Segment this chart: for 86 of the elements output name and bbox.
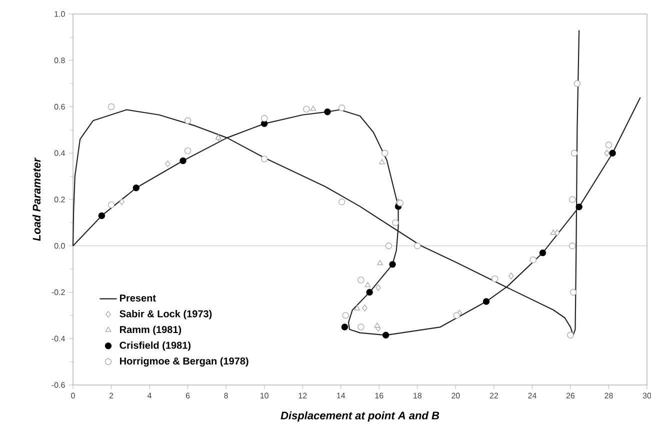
y-tick-label: 0.8 <box>54 58 65 64</box>
point <box>569 196 576 203</box>
point <box>609 150 616 156</box>
point <box>108 201 115 208</box>
point <box>342 312 350 319</box>
point <box>576 204 582 210</box>
point <box>453 312 460 319</box>
point <box>569 242 576 250</box>
y-tick-label: -0.6 <box>52 382 65 388</box>
point <box>98 212 106 220</box>
y-tick-label: -0.4 <box>52 336 65 342</box>
point <box>377 260 384 266</box>
point <box>303 106 310 112</box>
y-tick-label: 0.0 <box>54 243 65 249</box>
point <box>382 332 390 338</box>
point <box>184 147 192 154</box>
point <box>366 288 373 296</box>
x-tick-label: 18 <box>414 392 422 398</box>
point <box>119 198 124 206</box>
x-tick-label: 6 <box>186 392 190 398</box>
x-tick-label: 26 <box>566 392 575 398</box>
point <box>554 230 560 236</box>
point <box>260 114 268 122</box>
point <box>108 103 115 110</box>
point <box>310 106 316 111</box>
x-tick-label: 16 <box>375 392 384 398</box>
y-tick-label: 0.6 <box>54 104 65 110</box>
point <box>338 104 346 112</box>
x-tick-label: 8 <box>224 392 228 398</box>
point <box>358 324 364 330</box>
x-tick-label: 2 <box>109 392 114 398</box>
point <box>482 298 490 305</box>
legend-label: Horrigmoe & Bergan (1978) <box>120 357 248 367</box>
y-tick-label: 0.4 <box>54 150 65 156</box>
point <box>385 242 392 250</box>
point <box>392 219 399 226</box>
point <box>379 159 385 164</box>
point <box>530 256 537 264</box>
point <box>382 150 388 156</box>
x-tick-label: 28 <box>604 392 613 398</box>
y-tick-label: 0.2 <box>54 196 65 202</box>
y-tick-label: -0.2 <box>52 289 65 296</box>
point <box>570 150 578 156</box>
point <box>180 157 186 164</box>
point <box>567 332 574 338</box>
point <box>341 324 348 330</box>
x-tick-label: 0 <box>71 392 75 398</box>
x-tick-label: 14 <box>337 392 346 398</box>
point <box>324 108 331 116</box>
point <box>550 230 556 235</box>
y-tick-label: 1.0 <box>54 11 65 17</box>
point <box>364 282 371 288</box>
x-tick-label: 4 <box>148 392 152 398</box>
point <box>605 142 612 148</box>
point <box>260 156 268 162</box>
point <box>132 184 140 192</box>
point <box>374 322 380 328</box>
point <box>358 276 364 284</box>
point <box>604 150 610 156</box>
point <box>260 120 268 128</box>
legend-label: Crisfield (1981) <box>120 341 191 351</box>
point <box>570 288 577 296</box>
point <box>414 242 421 250</box>
point <box>492 275 498 282</box>
point <box>539 249 546 256</box>
x-tick-label: 10 <box>260 392 268 398</box>
point <box>376 284 381 291</box>
point <box>165 160 170 168</box>
legend-label: Sabir & Lock (1973) <box>120 310 212 320</box>
point <box>354 305 360 310</box>
x-tick-label: 22 <box>490 392 498 398</box>
point <box>574 80 581 87</box>
x-tick-label: 30 <box>642 392 651 398</box>
point <box>508 272 514 280</box>
point <box>338 198 346 206</box>
legend-label: Ramm (1981) <box>120 326 182 336</box>
point <box>362 304 368 312</box>
x-tick-label: 20 <box>452 392 460 398</box>
x-tick-label: 24 <box>528 392 536 398</box>
legend-label: Present <box>120 294 156 302</box>
y-axis-title: Load Parameter <box>32 157 41 241</box>
point <box>184 117 192 124</box>
x-tick-label: 12 <box>298 392 307 398</box>
x-axis-title: Displacement at point A and B <box>280 411 440 422</box>
point <box>396 200 404 206</box>
point <box>389 261 396 268</box>
